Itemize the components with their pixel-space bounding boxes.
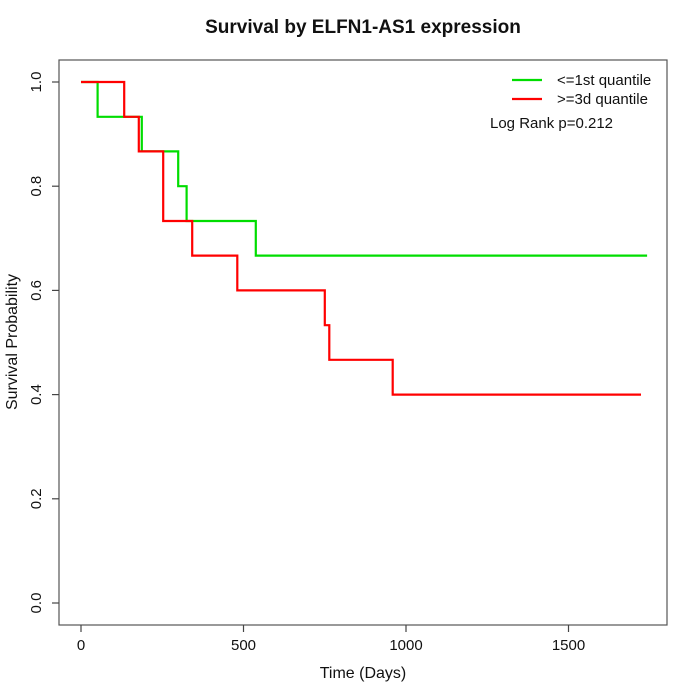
chart-title: Survival by ELFN1-AS1 expression <box>205 17 521 38</box>
legend: <=1st quantile >=3d quantile Log Rank p=… <box>490 72 651 132</box>
x-tick-label: 1500 <box>552 637 585 654</box>
km-curve-series-0 <box>81 80 648 257</box>
x-tick-label: 1000 <box>389 637 422 654</box>
log-rank-annotation: Log Rank p=0.212 <box>490 115 613 132</box>
y-tick-label: 1.0 <box>28 72 45 93</box>
km-curve-series-1 <box>81 80 641 396</box>
y-tick-label: 0.4 <box>28 384 45 405</box>
y-tick-label: 0.0 <box>28 593 45 614</box>
x-tick-label: 0 <box>77 637 85 654</box>
x-axis-ticks: 0 500 1000 1500 <box>77 625 585 654</box>
y-axis-ticks: 0.0 0.2 0.4 0.6 0.8 1.0 <box>28 72 59 614</box>
legend-label-third-quantile: >=3d quantile <box>557 91 648 108</box>
x-axis-label: Time (Days) <box>320 665 407 682</box>
x-tick-label: 500 <box>231 637 256 654</box>
plot-area-border <box>58 59 668 626</box>
y-tick-label: 0.2 <box>28 488 45 509</box>
y-tick-label: 0.8 <box>28 176 45 197</box>
legend-label-first-quantile: <=1st quantile <box>557 72 651 89</box>
y-axis-label: Survival Probability <box>4 274 21 410</box>
y-tick-label: 0.6 <box>28 280 45 301</box>
survival-curves <box>81 80 648 396</box>
